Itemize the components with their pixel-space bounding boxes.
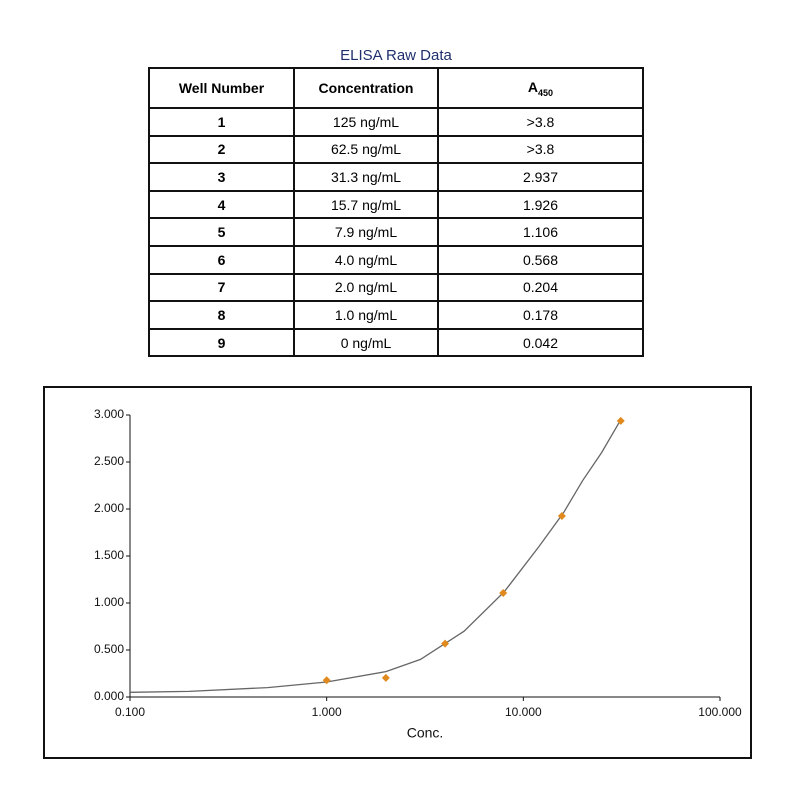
y-tick-label: 1.500 [94,548,124,562]
table-cell: >3.8 [437,134,644,165]
fit-curve [129,419,622,693]
table-row: 8 1.0 ng/mL 0.178 [148,300,644,330]
table-cell: 5 [148,217,295,247]
y-tick-label: 2.500 [94,454,124,468]
table-cell: 4 [148,189,295,220]
table-row: 2 62.5 ng/mL >3.8 [148,134,644,165]
table-title: ELISA Raw Data [340,47,452,64]
y-tick-label: 0.500 [94,642,124,656]
x-tick-label: 100.000 [698,705,742,719]
x-tick-label: 10.000 [505,705,542,719]
table-row: 1 125 ng/mL >3.8 [148,107,644,137]
header-cell: Well Number [148,67,295,109]
table-cell: 0.178 [437,300,644,330]
table-cell: 2.0 ng/mL [293,272,439,303]
y-tick-label: 2.000 [94,501,124,515]
table-body: 1 125 ng/mL >3.8 2 62.5 ng/mL >3.8 3 31.3 ng/mL… [148,107,644,358]
table-cell: 125 ng/mL [293,107,439,137]
data-point [557,511,566,520]
table-cell: 0.042 [437,327,644,358]
table-row: 3 31.3 ng/mL 2.937 [148,162,644,192]
table-cell: 2.937 [437,162,644,192]
table-cell: 62.5 ng/mL [293,134,439,165]
data-point [499,589,508,598]
table-cell: 4.0 ng/mL [293,244,439,275]
header-subscript: 450 [538,87,554,98]
header-cell: Concentration [293,67,439,109]
table-row: 6 4.0 ng/mL 0.568 [148,244,644,275]
chart-frame [43,386,752,759]
table-row: 7 2.0 ng/mL 0.204 [148,272,644,303]
table-row: 4 15.7 ng/mL 1.926 [148,189,644,220]
data-point [441,639,450,648]
table-cell: >3.8 [437,107,644,137]
y-tick-label: 1.000 [94,595,124,609]
table-cell: 7.9 ng/mL [293,217,439,247]
table-cell: 6 [148,244,295,275]
table-cell: 1.106 [437,217,644,247]
table-cell: 9 [148,327,295,358]
header-text: A [527,78,539,95]
data-table: Well Number Concentration A450 1 125 ng/m… [148,67,644,358]
table-cell: 1.0 ng/mL [293,300,439,330]
header-cell: A450 [437,67,644,109]
table-cell: 0 ng/mL [293,327,439,358]
table-cell: 0.204 [437,272,644,303]
data-point [381,673,390,682]
table-cell: 3 [148,162,295,192]
table-cell: 8 [148,300,295,330]
table-cell: 0.568 [437,244,644,275]
y-tick-label: 3.000 [94,407,124,421]
table-cell: 7 [148,272,295,303]
header-row: Well Number Concentration A450 [148,67,644,109]
table-cell: 15.7 ng/mL [293,189,439,220]
table-cell: 1 [148,107,295,137]
table-row: 5 7.9 ng/mL 1.106 [148,217,644,247]
table-cell: 2 [148,134,295,165]
x-tick-label: 1.000 [312,705,342,719]
table-cell: 1.926 [437,189,644,220]
table-cell: 31.3 ng/mL [293,162,439,192]
x-axis-label: Conc. [407,725,444,741]
y-tick-label: 0.000 [94,689,124,703]
data-point [616,416,625,425]
data-point [322,676,331,685]
x-tick-label: 0.100 [115,705,145,719]
